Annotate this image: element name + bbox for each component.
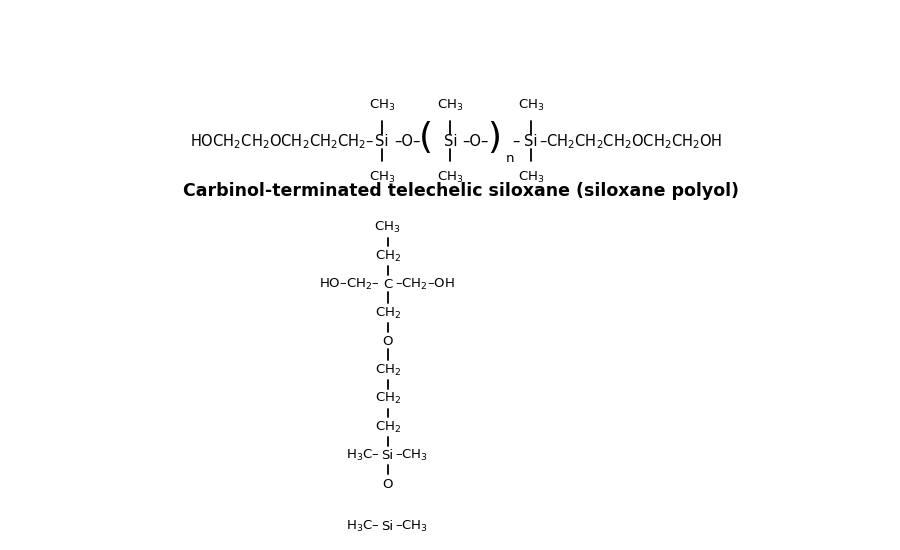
Text: CH$_3$: CH$_3$ — [369, 98, 395, 113]
Text: Si: Si — [382, 449, 393, 462]
Text: n: n — [506, 152, 514, 165]
Text: Carbinol-terminated telechelic siloxane (siloxane polyol): Carbinol-terminated telechelic siloxane … — [184, 182, 739, 200]
Text: Si: Si — [375, 134, 389, 149]
Text: O: O — [382, 335, 393, 348]
Text: CH$_3$: CH$_3$ — [369, 170, 395, 185]
Text: O: O — [382, 477, 393, 491]
Text: CH$_3$: CH$_3$ — [437, 98, 464, 113]
Text: Si: Si — [524, 134, 538, 149]
Text: CH$_2$: CH$_2$ — [374, 362, 400, 378]
Text: CH$_3$: CH$_3$ — [374, 220, 400, 235]
Text: (: ( — [419, 122, 434, 156]
Text: CH$_2$: CH$_2$ — [374, 391, 400, 406]
Text: HOCH$_2$CH$_2$OCH$_2$CH$_2$CH$_2$–: HOCH$_2$CH$_2$OCH$_2$CH$_2$CH$_2$– — [190, 132, 374, 151]
Text: –O–: –O– — [462, 134, 489, 149]
Text: ): ) — [487, 122, 500, 156]
Text: CH$_3$: CH$_3$ — [518, 98, 544, 113]
Text: –CH$_3$: –CH$_3$ — [395, 519, 428, 534]
Text: C: C — [383, 278, 392, 291]
Text: Si: Si — [444, 134, 457, 149]
Text: –O–: –O– — [394, 134, 420, 149]
Text: CH$_2$: CH$_2$ — [374, 420, 400, 435]
Text: Si: Si — [382, 520, 393, 532]
Text: H$_3$C–: H$_3$C– — [346, 448, 380, 463]
Text: –CH$_2$–OH: –CH$_2$–OH — [395, 277, 455, 292]
Text: HO–CH$_2$–: HO–CH$_2$– — [320, 277, 380, 292]
Text: –CH$_2$CH$_2$CH$_2$OCH$_2$CH$_2$OH: –CH$_2$CH$_2$CH$_2$OCH$_2$CH$_2$OH — [539, 132, 722, 151]
Text: CH$_3$: CH$_3$ — [437, 170, 464, 185]
Text: –CH$_3$: –CH$_3$ — [395, 448, 428, 463]
Text: CH$_3$: CH$_3$ — [518, 170, 544, 185]
Text: –: – — [513, 134, 520, 149]
Text: CH$_2$: CH$_2$ — [374, 306, 400, 321]
Text: H$_3$C–: H$_3$C– — [346, 519, 380, 534]
Text: CH$_2$: CH$_2$ — [374, 249, 400, 264]
